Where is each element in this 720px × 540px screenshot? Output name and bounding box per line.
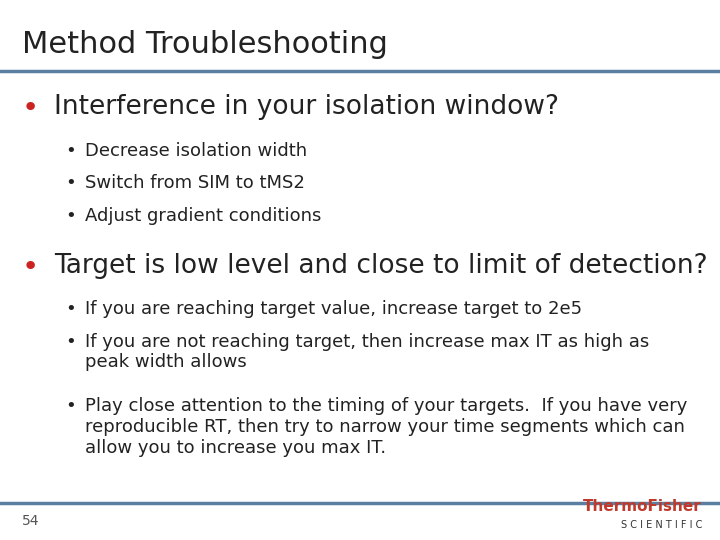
- Text: Interference in your isolation window?: Interference in your isolation window?: [54, 94, 559, 120]
- Text: •: •: [65, 207, 76, 225]
- Text: •: •: [65, 397, 76, 415]
- Text: •: •: [22, 94, 39, 123]
- Text: ThermoFisher: ThermoFisher: [583, 499, 702, 514]
- Text: •: •: [65, 333, 76, 350]
- Text: Switch from SIM to tMS2: Switch from SIM to tMS2: [85, 174, 305, 192]
- Text: Decrease isolation width: Decrease isolation width: [85, 142, 307, 160]
- Text: Target is low level and close to limit of detection?: Target is low level and close to limit o…: [54, 253, 708, 279]
- Text: •: •: [65, 142, 76, 160]
- Text: Method Troubleshooting: Method Troubleshooting: [22, 30, 387, 59]
- Text: •: •: [65, 300, 76, 318]
- Text: Adjust gradient conditions: Adjust gradient conditions: [85, 207, 321, 225]
- Text: 54: 54: [22, 514, 39, 528]
- Text: Play close attention to the timing of your targets.  If you have very
reproducib: Play close attention to the timing of yo…: [85, 397, 688, 457]
- Text: If you are not reaching target, then increase max IT as high as
peak width allow: If you are not reaching target, then inc…: [85, 333, 649, 372]
- Text: •: •: [22, 253, 39, 281]
- Text: If you are reaching target value, increase target to 2e5: If you are reaching target value, increa…: [85, 300, 582, 318]
- Text: S C I E N T I F I C: S C I E N T I F I C: [621, 520, 702, 530]
- Text: •: •: [65, 174, 76, 192]
